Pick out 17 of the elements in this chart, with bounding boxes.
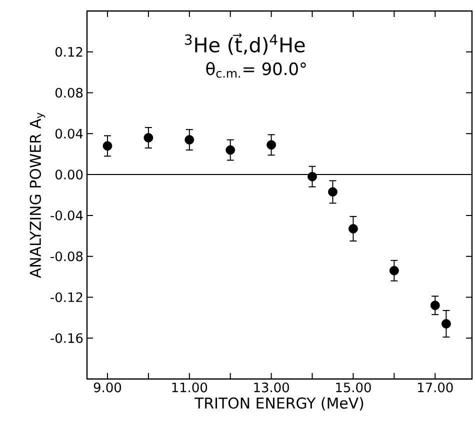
- y-tick-label: 0.00: [56, 170, 83, 180]
- text: θ$_{c.m.}$= 90.0°: [206, 62, 306, 78]
- y-tick-label: -0.12: [50, 292, 82, 302]
- x-tick-label: 11.00: [172, 382, 208, 392]
- x-tick-label: 15.00: [336, 382, 371, 392]
- y-tick-label: -0.04: [50, 210, 83, 220]
- x-tick-label: 9.00: [94, 382, 122, 392]
- y-tick-label: 0.12: [56, 46, 82, 57]
- y-tick-label: -0.08: [50, 251, 83, 262]
- y-tick-label: 0.08: [56, 88, 83, 98]
- y-tick-label: -0.16: [50, 333, 83, 344]
- y-axis-title: ANALYZING POWER A$_{y}$: [30, 112, 46, 278]
- x-tick-label: 17.00: [418, 382, 453, 392]
- text: $^{3}$He (t⃗,d)$^{4}$He: [184, 33, 305, 55]
- x-tick-label: 13.00: [254, 382, 289, 392]
- y-tick-label: 0.04: [56, 128, 83, 139]
- x-axis-title: TRITON ENERGY (MeV): [194, 397, 364, 410]
